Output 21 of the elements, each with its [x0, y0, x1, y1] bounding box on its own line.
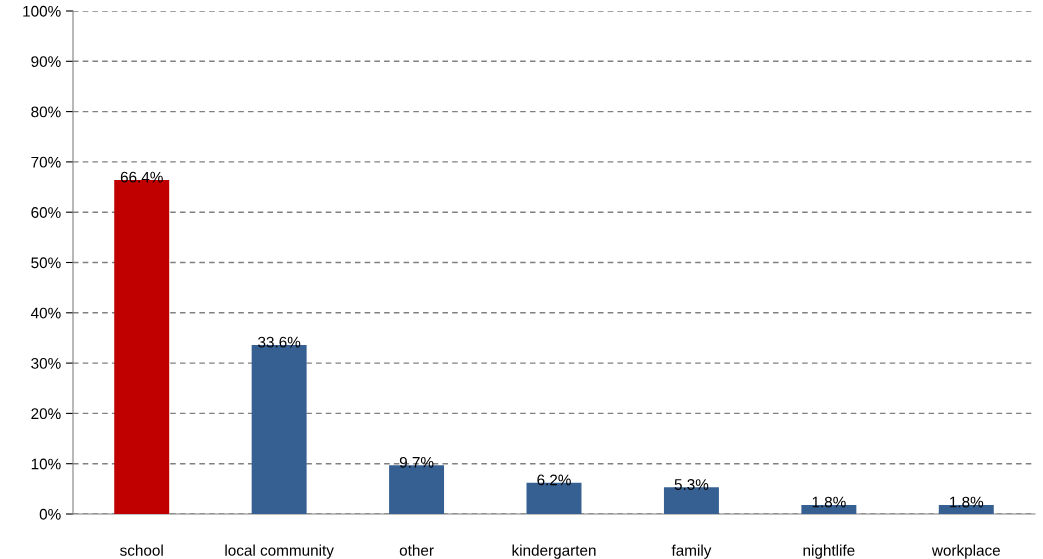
x-tick-label: family	[671, 544, 712, 559]
x-tick-label: local community	[225, 544, 334, 559]
y-tick-label: 40%	[30, 307, 61, 319]
y-tick-label: 100%	[23, 5, 61, 17]
data-label: 6.2%	[537, 474, 571, 486]
y-tick-label: 0%	[39, 508, 61, 520]
y-tick-label: 60%	[31, 207, 61, 218]
y-tick-label: 20%	[31, 408, 61, 420]
x-tick-label: kindergarten	[512, 544, 596, 559]
y-tick-label: 10%	[31, 458, 61, 470]
data-label: 1.8%	[812, 496, 846, 508]
y-tick-label: 80%	[31, 106, 61, 118]
x-tick-label: school	[120, 544, 163, 556]
data-label: 1.8%	[950, 496, 984, 508]
x-tick-label: other	[399, 544, 434, 556]
y-tick-label: 50%	[31, 257, 61, 269]
y-tick-label: 30%	[31, 357, 61, 369]
y-tick-label: 70%	[31, 156, 61, 168]
y-tick-label: 90%	[31, 56, 61, 67]
x-tick-label: workplace	[931, 544, 1000, 559]
x-tick-label: nightlife	[803, 544, 855, 559]
